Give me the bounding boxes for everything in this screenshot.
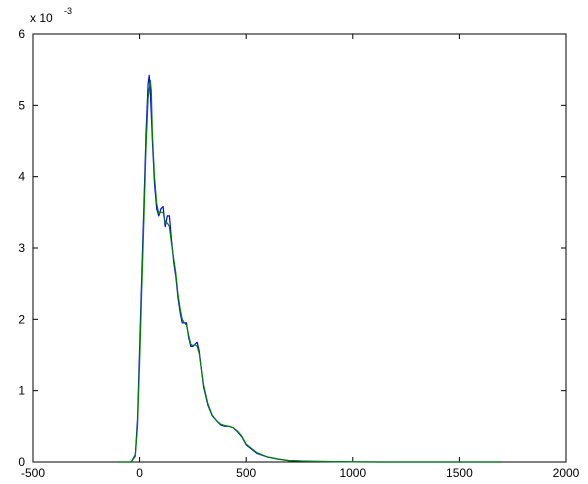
y-tick-label: 1 [18, 384, 25, 398]
y-tick-label: 4 [18, 170, 25, 184]
y-multiplier-base: x 10 [30, 11, 53, 25]
plot-area [32, 33, 567, 463]
series-line-2 [118, 79, 502, 463]
x-tick-label: 0 [136, 466, 143, 480]
y-tick-label: 6 [18, 27, 25, 41]
series-layer [118, 74, 502, 463]
y-axis: 0 1 2 3 4 5 6 [18, 27, 566, 469]
x-tick-label: 1500 [446, 466, 473, 480]
x-tick-label: -500 [21, 466, 45, 480]
y-tick-label: 2 [18, 312, 25, 326]
x-tick-label: 2000 [553, 466, 580, 480]
x-tick-label: 1000 [339, 466, 366, 480]
x-axis: -500 0 500 1000 1500 2000 [21, 34, 580, 480]
x-tick-label: 500 [236, 466, 256, 480]
y-tick-label: 5 [18, 98, 25, 112]
y-tick-label: 3 [18, 241, 25, 255]
y-tick-label: 0 [18, 455, 25, 469]
y-multiplier-exponent: -3 [64, 6, 72, 16]
